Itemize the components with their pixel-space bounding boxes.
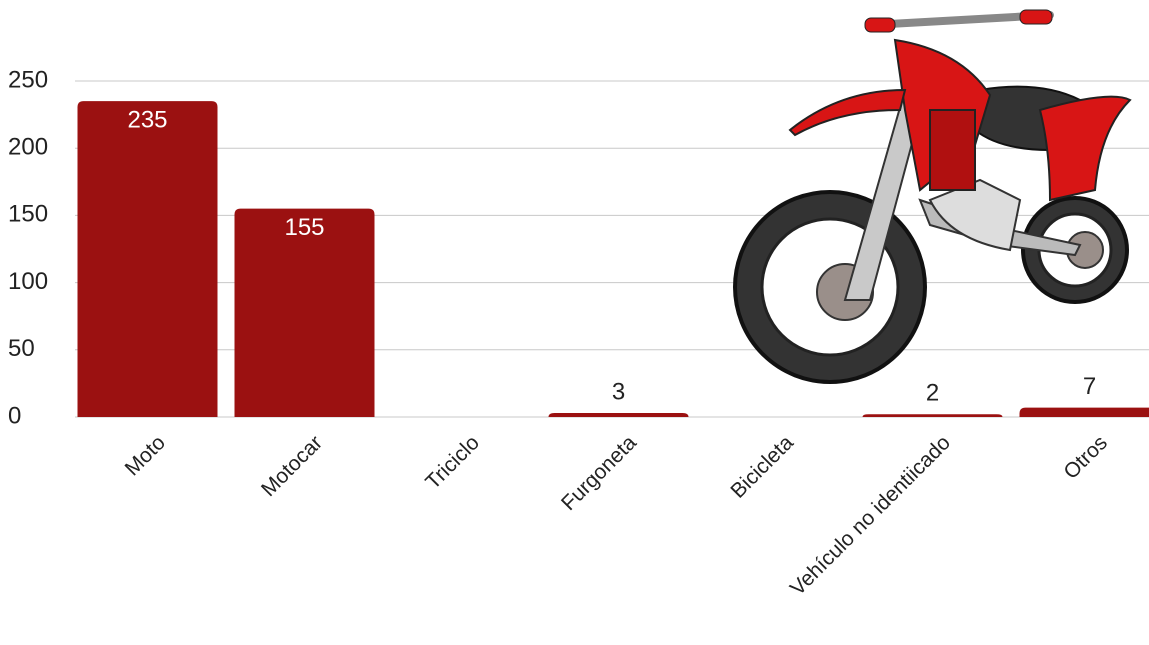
y-tick-label: 50 bbox=[8, 335, 35, 362]
bar bbox=[77, 101, 218, 417]
y-tick-label: 250 bbox=[8, 66, 48, 93]
motorcycle-illustration bbox=[733, 9, 1132, 384]
data-label: 155 bbox=[284, 214, 324, 241]
bar bbox=[234, 208, 375, 417]
y-tick-label: 200 bbox=[8, 134, 48, 161]
data-label: 7 bbox=[1083, 373, 1096, 400]
x-tick-label: Furgoneta bbox=[557, 431, 641, 515]
y-tick-label: 100 bbox=[8, 268, 48, 295]
x-tick-label: Vehículo no identiicado bbox=[786, 431, 955, 600]
data-label: 3 bbox=[612, 378, 625, 405]
bar bbox=[548, 412, 689, 417]
plot-area: 0 50 100 150 200 250 Moto 235 Motocar 155 Triciclo… bbox=[8, 66, 1149, 600]
x-tick-label: Bicicleta bbox=[726, 431, 798, 503]
data-label: 2 bbox=[926, 380, 939, 407]
x-tick-label: Otros bbox=[1059, 431, 1112, 484]
bar bbox=[862, 414, 1003, 417]
x-tick-label: Moto bbox=[121, 431, 170, 480]
bar bbox=[1019, 407, 1149, 417]
data-label: 235 bbox=[127, 107, 167, 134]
x-tick-label: Motocar bbox=[257, 431, 327, 501]
y-tick-label: 150 bbox=[8, 201, 48, 228]
x-tick-label: Triciclo bbox=[421, 431, 484, 494]
y-tick-label: 0 bbox=[8, 402, 21, 429]
